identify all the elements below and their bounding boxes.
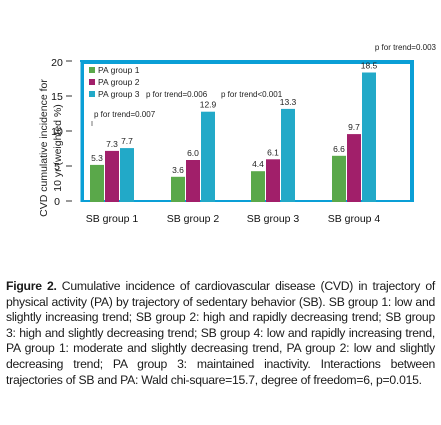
bar-value-label: 13.3 <box>280 97 297 107</box>
bar-value-label: 9.7 <box>348 122 360 132</box>
y-tick-label: 0 <box>54 196 60 208</box>
y-tick-label: 10 <box>51 126 63 138</box>
y-tick-label: 20 <box>51 57 63 69</box>
bar <box>362 72 376 202</box>
legend: PA group 1 PA group 2 PA group 3 <box>89 65 140 99</box>
bar-value-label: 3.6 <box>172 165 184 175</box>
figure-caption: Figure 2. Cumulative incidence of cardio… <box>6 279 435 388</box>
caption-text: Cumulative incidence of cardiovascular d… <box>6 279 435 387</box>
x-tick-label: SB group 1 <box>86 213 139 225</box>
y-axis-title-line2: 10 yr (weighted %) <box>52 104 64 192</box>
bar <box>186 160 200 202</box>
bar-value-label: 6.1 <box>267 147 279 157</box>
bar <box>347 134 361 202</box>
bar-value-label: 18.5 <box>361 61 378 71</box>
bar-value-label: 4.4 <box>252 159 264 169</box>
bar-value-label: 12.9 <box>200 100 217 110</box>
legend-swatch <box>89 91 95 97</box>
bar-value-label: 7.3 <box>106 139 118 149</box>
p-trend-annotation: p for trend=0.006 <box>146 90 208 99</box>
x-tick-label: SB group 2 <box>167 213 220 225</box>
y-tick-label: 15 <box>51 91 63 103</box>
figure-label: Figure 2. <box>6 279 57 293</box>
bar <box>251 171 265 202</box>
x-tick-label: SB group 4 <box>328 213 381 225</box>
legend-label: PA group 1 <box>98 65 140 75</box>
p-trend-annotation: p for trend=0.007 <box>94 110 156 119</box>
bar <box>266 159 280 202</box>
legend-swatch <box>89 79 95 85</box>
bar-value-label: 6.6 <box>333 144 345 154</box>
y-axis-title-line1: CVD cumulative incidence for <box>38 79 50 217</box>
bar <box>171 176 185 202</box>
x-tick-label: SB group 3 <box>247 213 300 225</box>
bar <box>90 164 104 202</box>
bar <box>281 108 295 202</box>
p-trend-annotation: p for trend=0.003 <box>375 43 437 52</box>
bar-chart: 0 5 10 15 20 5.37.3 7.7 3.66.0 12.9 4.46.1 13.3 6.… <box>38 43 437 225</box>
legend-swatch <box>89 67 95 73</box>
p-trend-annotation: p for trend<0.001 <box>221 90 283 99</box>
bar-value-label: 7.7 <box>121 136 133 146</box>
legend-label: PA group 3 <box>98 89 140 99</box>
bar <box>105 150 119 202</box>
bar <box>201 111 215 202</box>
legend-label: PA group 2 <box>98 77 140 87</box>
bar <box>120 148 134 202</box>
bar <box>332 155 346 202</box>
y-tick-label: 5 <box>54 161 60 173</box>
bar-value-label: 6.0 <box>187 148 199 158</box>
bar-value-label: 5.3 <box>91 153 103 163</box>
